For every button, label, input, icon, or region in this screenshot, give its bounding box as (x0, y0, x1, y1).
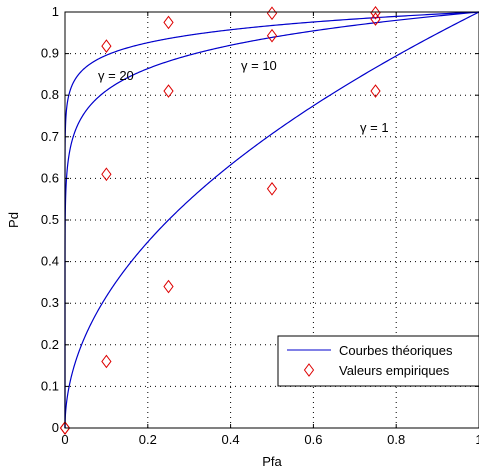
empirical-point-marker (101, 39, 112, 53)
empirical-point-marker (163, 15, 174, 30)
y-tick-label: 0.2 (41, 337, 59, 352)
empirical-point-marker (370, 84, 381, 98)
y-tick-label: 0.1 (41, 378, 59, 393)
y-tick-label: 0 (52, 420, 59, 435)
y-tick-label: 0.8 (41, 87, 59, 102)
empirical-point-marker (370, 5, 381, 20)
empirical-point-marker (101, 354, 112, 369)
y-axis-ticks: 0 0.1 0.2 0.3 0.4 0.5 0.6 0.7 0.8 0.9 1 (41, 4, 479, 435)
empirical-point-marker (266, 28, 278, 43)
x-tick-label: 0 (61, 432, 68, 447)
x-tick-label: 0.4 (222, 432, 240, 447)
roc-curve-snr-1 (64, 11, 479, 428)
y-tick-label: 0.3 (41, 295, 59, 310)
roc-curve-snr-10 (64, 11, 479, 428)
y-tick-label: 0.6 (41, 170, 59, 185)
empirical-point-marker (370, 12, 381, 26)
x-axis-ticks: 0 0.2 0.4 0.6 0.8 1 (61, 12, 479, 447)
x-tick-label: 0.2 (139, 432, 157, 447)
y-tick-label: 0.7 (41, 129, 59, 144)
roc-curve-snr-20 (64, 11, 479, 428)
legend-label-empirical: Valeurs empiriques (339, 363, 450, 378)
x-axis-label: Pfa (262, 454, 282, 469)
theoretical-curves (64, 11, 479, 428)
annotation-gamma-1: γ = 1 (360, 120, 389, 135)
y-tick-label: 1 (52, 4, 59, 19)
x-tick-label: 0.6 (304, 432, 322, 447)
empirical-point-marker (266, 6, 278, 21)
empirical-point-marker (163, 84, 174, 98)
empirical-markers (59, 5, 381, 435)
x-tick-label: 1 (475, 432, 479, 447)
empirical-point-marker (101, 167, 112, 182)
y-axis-label: Pd (6, 212, 21, 228)
y-tick-label: 0.5 (41, 212, 59, 227)
legend-box (277, 335, 479, 387)
empirical-point-marker (59, 421, 71, 435)
legend: Courbes théoriques Valeurs empiriques (277, 335, 479, 387)
y-tick-label: 0.9 (41, 46, 59, 61)
empirical-point-marker (266, 181, 278, 196)
x-tick-label: 0.8 (387, 432, 405, 447)
annotation-gamma-10: γ = 10 (241, 58, 277, 73)
empirical-point-marker (163, 279, 174, 294)
y-tick-label: 0.4 (41, 254, 59, 269)
legend-label-theoretical: Courbes théoriques (339, 343, 453, 358)
annotation-gamma-20: γ = 20 (98, 68, 134, 83)
legend-diamond-swatch (303, 363, 315, 377)
